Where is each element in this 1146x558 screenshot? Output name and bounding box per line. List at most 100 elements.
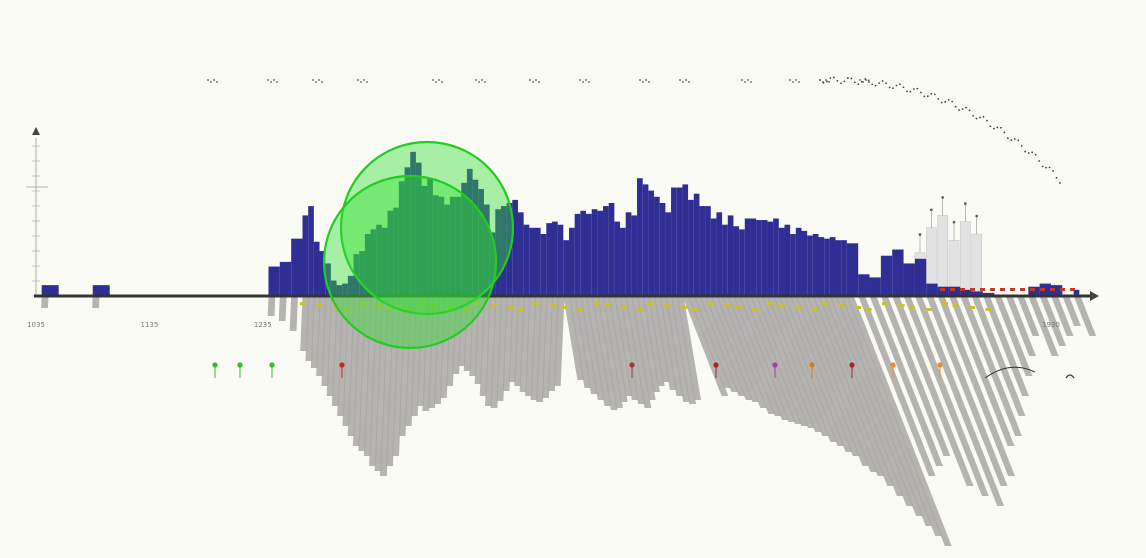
bar xyxy=(648,190,655,296)
bar xyxy=(347,275,354,296)
shadow-bar xyxy=(358,296,372,451)
glyph-dot xyxy=(438,79,440,81)
baseline-marker xyxy=(534,302,540,305)
shadow-bar xyxy=(699,296,746,396)
bar xyxy=(455,196,462,296)
trail-point xyxy=(968,109,971,112)
trail-point xyxy=(867,79,870,82)
highlight-circle-lower[interactable] xyxy=(322,174,498,350)
shadow-bar xyxy=(92,296,100,308)
bar xyxy=(631,215,638,296)
bar xyxy=(914,258,927,296)
bar xyxy=(364,234,371,296)
shadow-bar xyxy=(982,296,1029,396)
trail-point xyxy=(874,84,877,87)
pin-marker-icon xyxy=(937,362,943,368)
pin-marker-icon xyxy=(629,362,635,368)
shadow-bar xyxy=(331,296,344,406)
bar xyxy=(302,215,309,296)
bar xyxy=(784,224,791,296)
trail-point xyxy=(958,109,961,111)
bar xyxy=(330,280,337,296)
trail-point xyxy=(909,90,912,93)
trail-point xyxy=(871,83,874,86)
shadow-bar xyxy=(710,296,760,402)
trail-point xyxy=(926,95,929,98)
trail-point xyxy=(819,79,821,81)
bar xyxy=(1050,285,1063,296)
trail-point xyxy=(1010,139,1013,141)
glyph-dot xyxy=(360,81,362,83)
bar xyxy=(801,230,808,296)
baseline-marker xyxy=(751,308,758,311)
bar xyxy=(398,181,405,296)
bar xyxy=(279,261,292,296)
secondary-whisker-point xyxy=(930,208,933,212)
shadow-bar xyxy=(960,296,1022,436)
bar xyxy=(563,240,570,296)
baseline-marker-red xyxy=(950,288,955,291)
bar xyxy=(926,283,938,296)
glyph-dot xyxy=(529,79,531,81)
bar xyxy=(716,212,723,296)
baseline-marker xyxy=(490,304,497,307)
bar xyxy=(427,178,433,296)
bar xyxy=(268,266,280,296)
shadow-bar xyxy=(642,296,665,386)
baseline-marker xyxy=(882,302,888,305)
baseline-marker-red xyxy=(1010,288,1015,291)
shadow-bar xyxy=(608,296,633,396)
highlight-circle-upper[interactable] xyxy=(339,140,515,316)
glyph-dot xyxy=(432,79,434,81)
bar xyxy=(705,206,711,296)
shadow-bar xyxy=(1062,296,1081,326)
trail-point xyxy=(1059,182,1061,184)
trail-point xyxy=(826,80,828,83)
shadow-bar xyxy=(439,296,452,398)
shadow-bar xyxy=(337,296,349,416)
shadow-bar xyxy=(379,296,395,476)
bar xyxy=(1039,283,1051,296)
baseline-marker xyxy=(865,308,872,311)
bar xyxy=(449,196,456,296)
highlight-circles[interactable] xyxy=(322,140,515,350)
bar xyxy=(529,227,535,296)
shadow-bar xyxy=(903,296,989,496)
pin-marker-icon xyxy=(212,362,218,368)
shadow-bar xyxy=(892,296,974,486)
baseline-marker xyxy=(822,302,828,305)
pin-marker-icon xyxy=(772,362,778,368)
bar xyxy=(370,229,377,296)
baseline-marker-red xyxy=(1070,288,1075,291)
baseline-marker-red xyxy=(980,288,985,291)
shadow-bar xyxy=(773,296,838,442)
shadow-bar xyxy=(278,296,287,321)
shadow-bar xyxy=(563,296,585,380)
trail-point xyxy=(888,86,891,89)
secondary-bar xyxy=(960,221,971,297)
glyph-dot xyxy=(750,81,752,83)
shadow-bar xyxy=(496,296,508,401)
pin-marker-icon xyxy=(890,362,896,368)
glyph-dot xyxy=(532,81,534,83)
shadow-bar xyxy=(869,296,943,466)
glyph-dot xyxy=(267,79,269,81)
trail-point xyxy=(982,115,985,118)
shadow-bar xyxy=(525,296,537,396)
bar xyxy=(608,203,615,296)
pin-marker-icon xyxy=(269,362,275,368)
glyph-dot xyxy=(642,81,644,83)
shadow-bar xyxy=(631,296,656,400)
bar xyxy=(308,206,314,296)
bar xyxy=(444,204,450,296)
shadow-bar xyxy=(1039,296,1067,346)
shadow-bar xyxy=(474,296,486,384)
baseline-marker xyxy=(447,306,453,309)
bar xyxy=(688,199,694,296)
shadow-bar xyxy=(750,296,809,426)
shadow-bar xyxy=(795,296,870,466)
pin-marker-icon xyxy=(849,362,855,368)
shadow-bar xyxy=(756,296,815,428)
bar xyxy=(1028,286,1040,296)
baseline-marker-red xyxy=(970,288,975,291)
